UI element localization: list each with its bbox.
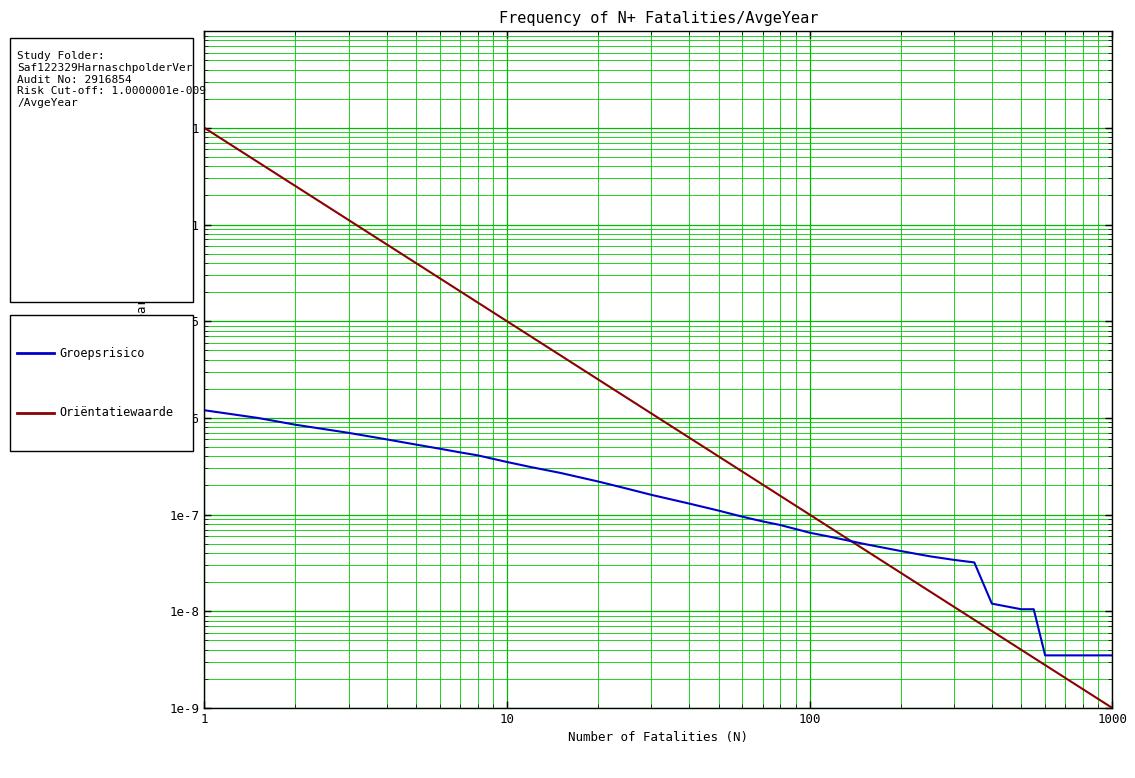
Text: Study Folder:
Saf122329HarnaschpolderVer
Audit No: 2916854
Risk Cut-off: 1.00000: Study Folder: Saf122329HarnaschpolderVer… [17,51,207,108]
Bar [9,315,193,450]
Bar [9,38,193,302]
Text: Oriëntatiewaarde: Oriëntatiewaarde [60,406,174,419]
Text: Groepsrisico: Groepsrisico [60,347,145,359]
Title: Frequency of N+ Fatalities/AvgeYear: Frequency of N+ Fatalities/AvgeYear [498,11,818,26]
Y-axis label: Frequency (/AvgeYear): Frequency (/AvgeYear) [136,291,149,448]
X-axis label: Number of Fatalities (N): Number of Fatalities (N) [569,731,748,745]
